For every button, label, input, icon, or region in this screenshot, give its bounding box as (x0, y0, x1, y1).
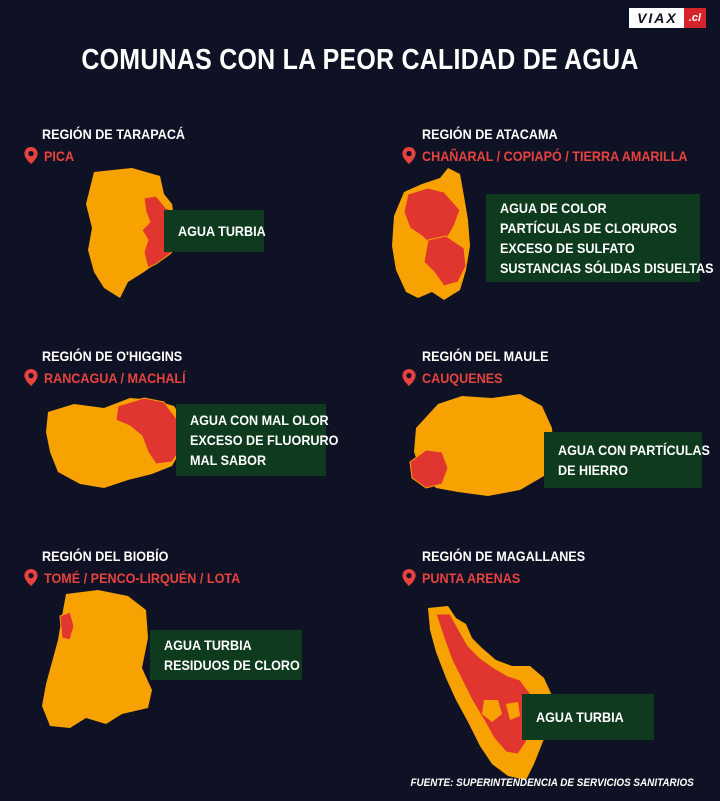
source-note: FUENTE: SUPERINTENDENCIA DE SERVICIOS SA… (410, 777, 694, 789)
maule-map (409, 394, 554, 496)
location-pin-icon (24, 147, 38, 164)
region-places: TOMÉ / PENCO-LIRQUÉN / LOTA (24, 569, 262, 586)
region-places: PUNTA ARENAS (402, 569, 531, 586)
issue-item: AGUA TURBIA (178, 223, 266, 239)
issue-item: AGUA CON MAL OLOR (190, 412, 329, 428)
region-name: REGIÓN DE ATACAMA (422, 126, 558, 142)
page-title: COMUNAS CON LA PEOR CALIDAD DE AGUA (81, 44, 639, 76)
region-places: PICA (24, 147, 77, 164)
region-maule: REGIÓN DEL MAULE CAUQUENES AGUA CON PART… (402, 348, 712, 578)
places-text: CHAÑARAL / COPIAPÓ / TIERRA AMARILLA (422, 147, 688, 164)
logo-suffix-text: .cl (683, 8, 706, 28)
issues-box: AGUA TURBIA (164, 210, 266, 252)
region-magallanes: REGIÓN DE MAGALLANES PUNTA ARENAS AGUA T… (402, 548, 712, 780)
region-name: REGIÓN DE MAGALLANES (422, 548, 586, 564)
issues-box: AGUA CON PARTÍCULAS DE HIERRO (544, 432, 710, 488)
issue-item: EXCESO DE FLUORURO (190, 432, 339, 448)
location-pin-icon (402, 369, 416, 386)
issues-box: AGUA CON MAL OLOR EXCESO DE FLUORURO MAL… (176, 404, 339, 476)
places-text: TOMÉ / PENCO-LIRQUÉN / LOTA (44, 569, 241, 586)
biobio-map (42, 590, 152, 728)
magallanes-map (428, 606, 554, 780)
location-pin-icon (24, 569, 38, 586)
issue-item: AGUA DE COLOR (500, 200, 607, 216)
issues-box: AGUA TURBIA (522, 694, 654, 740)
issues-box: AGUA DE COLOR PARTÍCULAS DE CLORUROS EXC… (486, 194, 714, 282)
location-pin-icon (402, 147, 416, 164)
places-text: RANCAGUA / MACHALÍ (44, 369, 186, 386)
region-biobio: REGIÓN DEL BIOBÍO TOMÉ / PENCO-LIRQUÉN /… (24, 548, 364, 778)
issue-item: SUSTANCIAS SÓLIDAS DISUELTAS (500, 260, 714, 276)
region-name: REGIÓN DE TARAPACÁ (42, 126, 186, 142)
issue-item: DE HIERRO (558, 462, 629, 478)
region-ohiggins: REGIÓN DE O'HIGGINS RANCAGUA / MACHALÍ A… (24, 348, 364, 578)
issue-item: EXCESO DE SULFATO (500, 240, 635, 256)
region-places: CHAÑARAL / COPIAPÓ / TIERRA AMARILLA (402, 147, 717, 164)
issues-box: AGUA TURBIA RESIDUOS DE CLORO (150, 630, 302, 680)
region-places: CAUQUENES (402, 369, 511, 386)
region-places: RANCAGUA / MACHALÍ (24, 369, 201, 386)
issue-item: AGUA TURBIA (536, 709, 624, 725)
region-name: REGIÓN DEL MAULE (422, 348, 549, 364)
ohiggins-map (46, 397, 186, 488)
places-text: PUNTA ARENAS (422, 569, 521, 586)
places-text: PICA (44, 147, 75, 164)
issue-item: MAL SABOR (190, 452, 267, 468)
region-atacama: REGIÓN DE ATACAMA CHAÑARAL / COPIAPÓ / T… (392, 126, 714, 356)
location-pin-icon (402, 569, 416, 586)
issue-item: AGUA TURBIA (164, 637, 252, 653)
issue-item: RESIDUOS DE CLORO (164, 657, 300, 673)
region-tarapaca: REGIÓN DE TARAPACÁ PICA AGUA TURBIA (24, 126, 364, 356)
region-name: REGIÓN DE O'HIGGINS (42, 348, 183, 364)
region-name: REGIÓN DEL BIOBÍO (42, 548, 169, 564)
location-pin-icon (24, 369, 38, 386)
issue-item: PARTÍCULAS DE CLORUROS (500, 220, 677, 236)
atacama-map (392, 168, 470, 300)
issue-item: AGUA CON PARTÍCULAS (558, 442, 710, 458)
places-text: CAUQUENES (422, 369, 503, 386)
logo-main-text: VIAX (629, 8, 684, 28)
viax-logo: VIAX .cl (629, 8, 706, 28)
